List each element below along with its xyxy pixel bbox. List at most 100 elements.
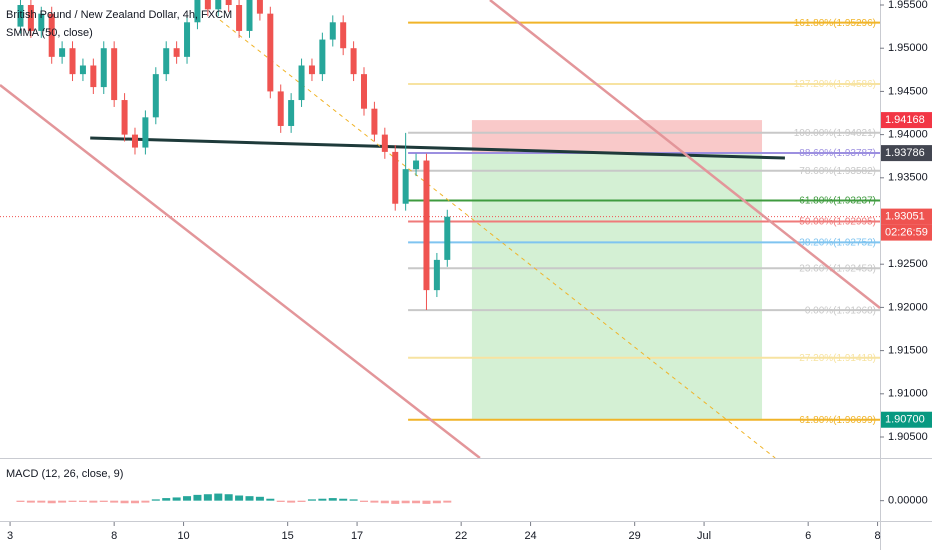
- macd-bar: [99, 500, 108, 502]
- candle-body: [371, 108, 378, 135]
- main-pane: 161.80%(1.95296) 127.20%(1.94586) 100.00%(…: [0, 0, 880, 458]
- macd-bar: [307, 499, 316, 501]
- x-tick-label: 8: [875, 530, 881, 542]
- price-tag-label: 1.93786: [885, 147, 925, 159]
- candle-body: [204, 0, 211, 10]
- macd-bar: [120, 500, 129, 504]
- macd-bar: [370, 500, 379, 503]
- indicator-label: SMMA (50, close): [6, 27, 93, 39]
- countdown-label: 02:26:59: [885, 227, 928, 239]
- trend-line: [219, 19, 776, 458]
- candle-body: [319, 39, 326, 75]
- candle-body: [267, 13, 274, 92]
- candle-body: [90, 65, 97, 88]
- candle-body: [79, 65, 86, 75]
- macd-bar: [235, 495, 244, 501]
- y-tick-label: 1.94000: [888, 129, 928, 141]
- candle-body: [246, 0, 253, 31]
- x-tick-label: 29: [629, 530, 641, 542]
- macd-bar: [89, 500, 98, 503]
- fib-label: 61.80%(1.93237): [799, 196, 876, 207]
- candle-body: [59, 48, 66, 57]
- macd-bar: [432, 500, 441, 504]
- x-tick-label: 8: [111, 530, 117, 542]
- macd-bar: [141, 500, 150, 503]
- candle-body: [142, 117, 149, 148]
- candle-body: [433, 259, 440, 291]
- candle-body: [350, 48, 357, 75]
- fib-label: 0.00%(1.91968): [805, 305, 876, 316]
- macd-bar: [328, 498, 337, 501]
- macd-bar: [443, 500, 452, 503]
- x-tick-label: 15: [282, 530, 294, 542]
- fib-label: -61.80%(1.90699): [796, 415, 876, 426]
- candle-body: [48, 13, 55, 57]
- axes: 1.95500 1.95000 1.94500 1.94000 1.93500 1.925…: [7, 0, 932, 542]
- x-tick-label: 10: [177, 530, 189, 542]
- fib-label: 127.20%(1.94586): [794, 79, 876, 90]
- macd-bar: [68, 500, 77, 502]
- price-tag: [881, 145, 932, 162]
- macd-bar: [245, 496, 254, 501]
- candle-body: [131, 134, 138, 148]
- x-tick-label: Jul: [697, 530, 711, 542]
- trend-line: [0, 84, 481, 458]
- macd-bar: [172, 497, 181, 501]
- indicator-pane: [16, 493, 452, 504]
- candle-body: [163, 48, 170, 75]
- x-tick-label: 6: [805, 530, 811, 542]
- trend-line: [90, 136, 785, 160]
- x-tick-label: 24: [524, 530, 536, 542]
- position-zone: [471, 153, 763, 420]
- candle-body: [277, 91, 284, 126]
- x-tick-label: 3: [7, 530, 13, 542]
- macd-bar: [401, 500, 410, 504]
- candle-body: [38, 13, 45, 31]
- fib-label: -27.20%(1.91418): [796, 353, 876, 364]
- fib-label: 23.60%(1.92453): [799, 263, 876, 274]
- candle-body: [173, 48, 180, 57]
- macd-bar: [37, 500, 46, 503]
- y-tick-label: 1.93500: [888, 172, 928, 184]
- candle-body: [121, 100, 128, 135]
- macd-bar: [110, 500, 119, 503]
- y-tick-label: 1.90500: [888, 431, 928, 443]
- candle-body: [381, 134, 388, 152]
- macd-bar: [151, 499, 160, 501]
- macd-bar: [26, 500, 35, 503]
- price-tag: [881, 208, 932, 225]
- macd-bar: [287, 500, 296, 503]
- candle-body: [194, 0, 201, 23]
- fib-label: 38.20%(1.92752): [799, 238, 876, 249]
- fib-label: 50.00%(1.92995): [799, 217, 876, 228]
- candle-body: [444, 216, 451, 260]
- macd-bar: [78, 500, 87, 502]
- macd-bar: [422, 500, 431, 504]
- candle-body: [256, 0, 263, 14]
- macd-bar: [255, 496, 264, 501]
- fib-label: 88.60%(1.93787): [799, 148, 876, 159]
- candle-body: [288, 100, 295, 126]
- y-tick-label: 1.92000: [888, 301, 928, 313]
- macd-bar: [266, 498, 275, 501]
- y-tick-label: 1.95000: [888, 42, 928, 54]
- candle-body: [340, 22, 347, 49]
- candle-body: [225, 0, 232, 6]
- candle-body: [423, 160, 430, 291]
- price-tag-label: 1.93051: [885, 211, 925, 223]
- x-tick-label: 17: [351, 530, 363, 542]
- candle-body: [27, 5, 34, 31]
- macd-label: MACD (12, 26, close, 9): [6, 468, 123, 480]
- macd-bar: [224, 494, 233, 501]
- candle-body: [308, 65, 315, 75]
- macd-bar: [391, 500, 400, 504]
- macd-bar: [47, 500, 56, 504]
- macd-bar: [318, 498, 327, 501]
- price-tag-label: 1.94168: [885, 114, 925, 126]
- fib-label: 78.60%(1.93582): [799, 166, 876, 177]
- candle-body: [184, 22, 191, 57]
- candle-body: [361, 74, 368, 109]
- candle-body: [402, 169, 409, 204]
- x-tick-label: 22: [455, 530, 467, 542]
